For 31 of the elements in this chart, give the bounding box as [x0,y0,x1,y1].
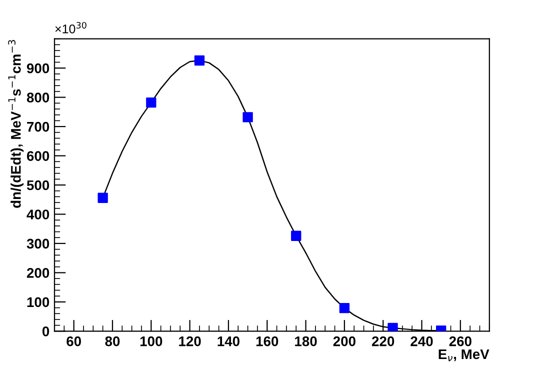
y-tick-label: 200 [26,268,50,278]
y-axis-title: dn/(dEdt), MeV$^{−1}$s$^{−1}$cm$^{−3}$ [8,40,24,208]
point [388,322,398,332]
y-tick-label: 600 [26,151,50,161]
point [194,55,205,66]
x-tick-label: 80 [105,336,120,346]
point [98,192,108,203]
x-tick-label: 160 [256,336,278,346]
y-tick-label: 300 [26,238,50,249]
x-tick-label: 140 [218,336,240,346]
point [291,230,302,241]
x-axis-title: E$_{ν}$, MeV [438,349,490,362]
x-tick-label: 100 [140,336,162,346]
y-tick-label: 100 [27,297,50,308]
x-tick-label: 260 [449,336,472,346]
x-tick-label: 180 [295,336,317,346]
point [146,97,156,108]
y-tick-label: 400 [26,210,50,220]
point [339,302,350,314]
point [242,112,253,122]
y-tick-label: 0 [42,326,50,336]
y-tick-label: 900 [26,63,50,74]
text: ×10$^{30}$ [55,22,86,34]
x-tick-label: 60 [66,336,81,346]
y-tick-label: 700 [27,122,50,132]
x-tick-label: 200 [333,336,356,346]
x-tick-label: 240 [410,336,433,346]
x-tick-label: 220 [372,336,394,346]
y-tick-label: 500 [26,180,50,190]
y-tick-label: 800 [26,92,50,102]
x-tick-label: 120 [179,336,201,346]
